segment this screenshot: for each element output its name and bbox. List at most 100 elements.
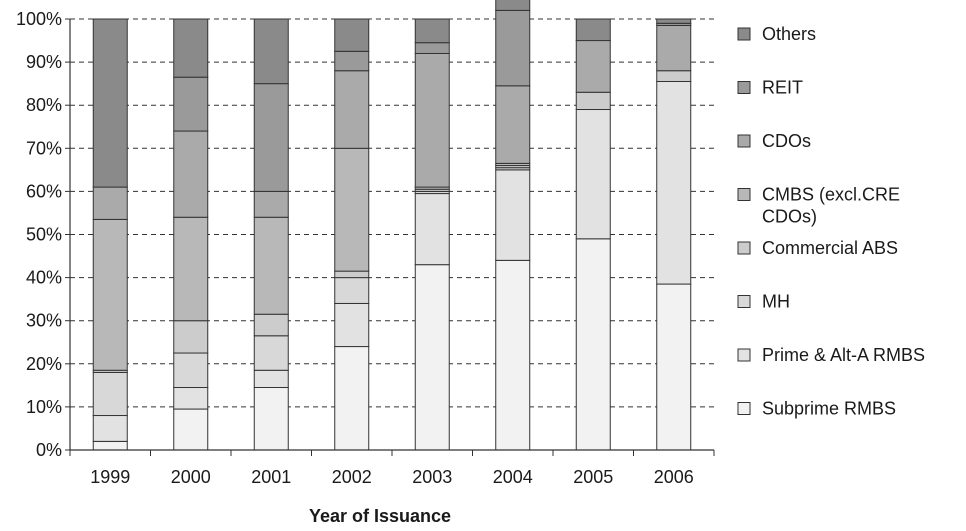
bar-segment — [173, 130, 209, 218]
bar-segment — [575, 109, 611, 240]
bar-stack-1999 — [92, 18, 128, 451]
legend-swatch — [737, 188, 751, 201]
bar-segment — [656, 18, 692, 24]
y-tick-label: 80% — [26, 95, 62, 115]
gridlines — [65, 18, 715, 456]
bar-segment — [173, 387, 209, 410]
bar-segment — [253, 335, 289, 371]
x-tick-label: 2003 — [412, 467, 452, 487]
legend-label: REIT — [762, 78, 803, 98]
bar-stack-2006 — [656, 18, 692, 451]
legend-label: CDOs — [762, 131, 811, 151]
bar-segment — [173, 18, 209, 78]
legend-item: Prime & Alt-A RMBS — [737, 345, 925, 365]
axes — [69, 19, 714, 451]
bar-segment — [334, 270, 370, 279]
bar-segment — [253, 18, 289, 85]
legend-item: REIT — [737, 78, 803, 98]
bar-segment — [575, 91, 611, 111]
bar-stack-2003 — [414, 18, 450, 451]
x-tick-label: 1999 — [90, 467, 130, 487]
bar-segment — [414, 18, 450, 44]
legend-swatch — [737, 295, 751, 308]
legend-label: Prime & Alt-A RMBS — [762, 345, 925, 365]
bar-segment — [92, 186, 128, 220]
legend-swatch — [737, 81, 751, 94]
legend-label: Subprime RMBS — [762, 399, 896, 419]
bars — [92, 0, 692, 451]
legend: Others REIT CDOs CMBS (excl.CRE CDOs) Commerc… — [737, 24, 925, 419]
legend-label: CMBS (excl.CRE CDOs) — [762, 185, 900, 227]
legend-item: CDOs — [737, 131, 811, 151]
bar-segment — [495, 85, 531, 164]
bar-segment — [575, 40, 611, 93]
bar-segment — [92, 218, 128, 371]
x-axis-title: Year of Issuance — [309, 506, 451, 526]
bar-stack-2004 — [495, 0, 531, 451]
bar-segment — [575, 238, 611, 451]
bar-segment — [92, 415, 128, 442]
legend-label: Commercial ABS — [762, 238, 898, 258]
bar-segment — [656, 283, 692, 451]
legend-swatch — [737, 402, 751, 415]
y-tick-label: 70% — [26, 138, 62, 158]
bar-segment — [495, 259, 531, 451]
legend-item: CMBS (excl.CRE CDOs) — [737, 185, 900, 227]
y-tick-label: 60% — [26, 181, 62, 201]
bar-segment — [92, 18, 128, 188]
bar-stack-2001 — [253, 18, 289, 451]
legend-swatch — [737, 27, 751, 41]
bar-segment — [92, 371, 128, 417]
x-tick-label: 2000 — [171, 467, 211, 487]
legend-item: Subprime RMBS — [737, 399, 896, 419]
x-tick-label: 2004 — [493, 467, 533, 487]
y-tick-label: 90% — [26, 52, 62, 72]
bar-segment — [656, 70, 692, 82]
legend-item: Commercial ABS — [737, 238, 898, 258]
x-tick-label: 2006 — [654, 467, 694, 487]
legend-swatch — [737, 134, 751, 148]
y-tick-label: 10% — [26, 397, 62, 417]
bar-segment — [334, 277, 370, 304]
bar-segment — [414, 264, 450, 451]
bar-segment — [253, 83, 289, 192]
bar-segment — [414, 52, 450, 188]
legend-label: MH — [762, 292, 790, 312]
x-tick-label: 2005 — [573, 467, 613, 487]
bar-segment — [253, 313, 289, 337]
bar-segment — [414, 42, 450, 54]
bar-segment — [173, 352, 209, 389]
bar-segment — [173, 320, 209, 354]
bar-segment — [334, 70, 370, 149]
bar-segment — [334, 147, 370, 272]
bar-segment — [253, 387, 289, 451]
y-tick-label: 100% — [16, 9, 62, 29]
bar-segment — [92, 440, 128, 451]
bar-segment — [656, 80, 692, 285]
y-axis-tick-labels: 0% 10% 20% 30% 40% 50% 60% 70% 80% 90% 100% — [16, 9, 62, 460]
bar-segment — [495, 0, 531, 11]
bar-segment — [334, 302, 370, 348]
bar-segment — [656, 24, 692, 72]
bar-segment — [253, 216, 289, 315]
legend-item: MH — [737, 292, 790, 312]
bar-segment — [334, 50, 370, 72]
x-tick-label: 2001 — [251, 467, 291, 487]
y-tick-label: 50% — [26, 225, 62, 245]
bar-stack-2000 — [173, 18, 209, 451]
bar-segment — [495, 9, 531, 87]
x-tick-label: 2002 — [332, 467, 372, 487]
legend-item: Others — [737, 24, 816, 44]
bar-segment — [173, 408, 209, 451]
legend-label: Others — [762, 24, 816, 44]
y-tick-label: 30% — [26, 311, 62, 331]
y-tick-label: 20% — [26, 354, 62, 374]
y-tick-label: 40% — [26, 268, 62, 288]
bar-stack-2005 — [575, 18, 611, 451]
x-axis-tick-labels: 1999 2000 2001 2002 2003 2004 2005 2006 — [90, 467, 694, 487]
bar-segment — [173, 216, 209, 322]
y-tick-label: 0% — [36, 440, 62, 460]
bar-stack-2002 — [334, 18, 370, 451]
bar-segment — [414, 193, 450, 266]
